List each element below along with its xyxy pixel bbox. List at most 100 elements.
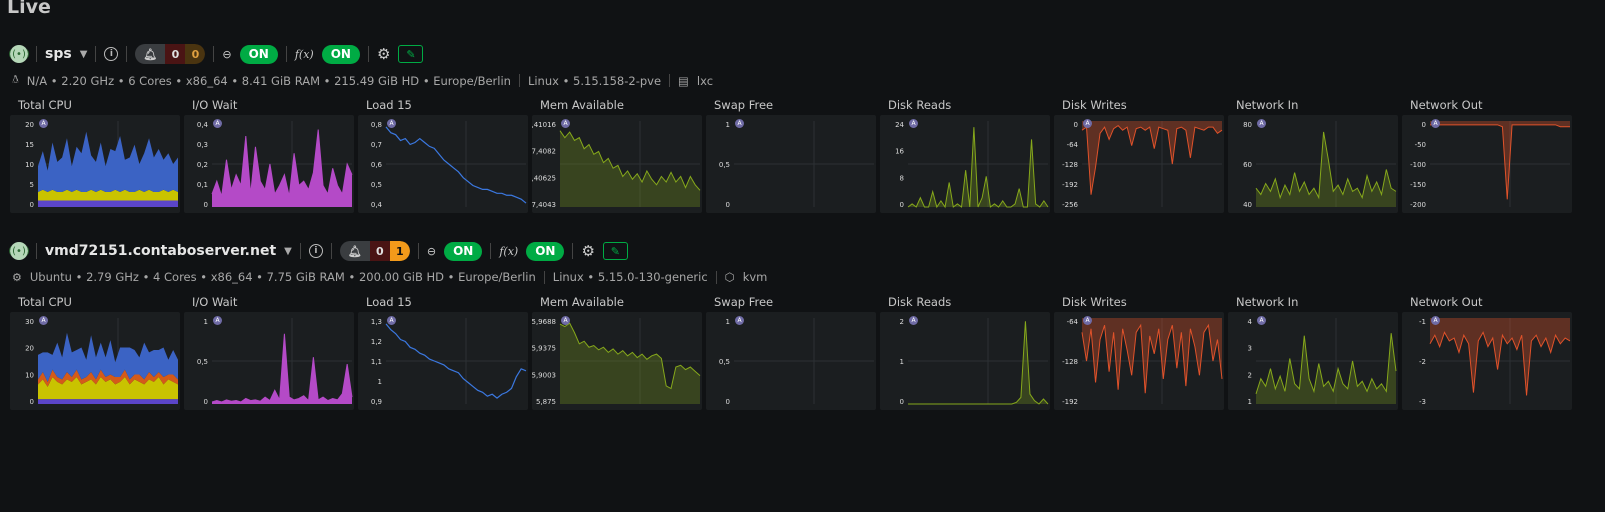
node-os: N/A • 2.20 GHz • 6 Cores • x86_64 • 8.41… [26, 73, 511, 88]
chart-panel[interactable]: 1,3 1,2 1,1 1 0,9 A [358, 312, 528, 410]
series-line [908, 321, 1049, 405]
edit-icon[interactable]: ✎ [602, 242, 628, 260]
chart-panel[interactable]: 2 1 0 A [880, 312, 1050, 410]
y-tick-label: 5 [30, 181, 34, 189]
node-name[interactable]: sps [45, 46, 72, 62]
anomaly-badge-icon[interactable]: A [561, 316, 570, 325]
y-tick-label: 0 [900, 201, 904, 209]
info-icon[interactable]: i [308, 244, 323, 258]
chart-panel[interactable]: 4 3 2 1 A [1228, 312, 1398, 410]
anomaly-badge-icon[interactable]: A [39, 119, 48, 128]
anomaly-badge-icon[interactable]: A [561, 119, 570, 128]
chart-svg: 10,50 [719, 318, 874, 406]
divider [490, 243, 492, 259]
chart-panel[interactable]: 24 16 8 0 A [880, 115, 1050, 213]
node-header: ((•)) sps ▼ i 🔔︎ 0 0 ⊖ ON f(x) ON ⚙ ✎ [8, 42, 424, 66]
anomaly-badge-icon[interactable]: A [909, 316, 918, 325]
chart-panel[interactable]: 0,4 0,3 0,2 0,1 0 A [184, 115, 354, 213]
chevron-down-icon[interactable]: ▼ [284, 245, 292, 257]
chart-panel[interactable]: 0 -64 -128 -192 -256 A [1054, 115, 1224, 213]
node-specs: 2.79 GHz • 4 Cores • x86_64 • 7.75 GiB R… [86, 270, 536, 284]
y-tick-label: 1 [726, 318, 730, 326]
node-virtualization: kvm [742, 270, 768, 284]
warning-alarm-count[interactable]: 1 [389, 241, 410, 261]
zoom-icon: ⊖ [426, 244, 437, 258]
critical-alarm-count[interactable]: 0 [165, 44, 186, 64]
anomaly-badge-icon[interactable]: A [735, 316, 744, 325]
chart-panel[interactable]: 30 20 10 0 A [10, 312, 180, 410]
anomaly-badge-icon[interactable]: A [387, 119, 396, 128]
y-tick-label: 3 [1248, 345, 1252, 353]
anomaly-badge-icon[interactable]: A [1083, 119, 1092, 128]
zoom-toggle[interactable]: ON [239, 44, 278, 64]
chart-panel[interactable]: 7,41016 7,4082 7,40625 7,4043 A [532, 115, 702, 213]
y-tick-label: -3 [1419, 398, 1426, 406]
y-tick-label: 15 [25, 141, 34, 149]
alarm-counter[interactable]: 🔔︎ 0 0 [135, 44, 206, 64]
y-tick-label: 1 [900, 358, 904, 366]
fx-toggle[interactable]: ON [526, 241, 565, 261]
anomaly-badge-icon[interactable]: A [213, 119, 222, 128]
chart-panel[interactable]: 5,9688 5,9375 5,9003 5,875 A [532, 312, 702, 410]
anomaly-badge-icon[interactable]: A [39, 316, 48, 325]
series-line [1081, 124, 1223, 195]
chart-title: Mem Available [540, 295, 624, 309]
chart-title: Network Out [1410, 98, 1483, 112]
y-tick-label: -2 [1419, 358, 1426, 366]
chart-panel[interactable]: 0 -50 -100 -150 -200 A [1402, 115, 1572, 213]
anomaly-badge-icon[interactable]: A [735, 119, 744, 128]
node-virtualization: lxc [696, 73, 714, 88]
critical-alarm-count[interactable]: 0 [369, 241, 390, 261]
chart-panel[interactable]: 1 0,5 0 A [184, 312, 354, 410]
y-tick-label: -192 [1062, 398, 1078, 406]
anomaly-badge-icon[interactable]: A [1257, 119, 1266, 128]
anomaly-badge-icon[interactable]: A [1431, 316, 1440, 325]
y-tick-label: 80 [1243, 121, 1252, 129]
anomaly-badge-icon[interactable]: A [1431, 119, 1440, 128]
chart-panel[interactable]: 1 0,5 0 A [706, 115, 876, 213]
divider [126, 46, 128, 62]
bell-icon: 🔔︎ [135, 44, 166, 64]
divider [299, 243, 301, 259]
node-os: Ubuntu • 2.79 GHz • 4 Cores • x86_64 • 7… [29, 270, 536, 284]
y-tick-label: 1 [204, 318, 208, 326]
gear-icon[interactable]: ⚙ [581, 242, 595, 260]
anomaly-badge-icon[interactable]: A [387, 316, 396, 325]
node-status-icon[interactable]: ((•)) [8, 45, 30, 63]
gear-icon[interactable]: ⚙ [376, 45, 391, 63]
series-line [211, 333, 353, 403]
series-area [38, 376, 178, 400]
anomaly-badge-icon[interactable]: A [1257, 316, 1266, 325]
chart-panel[interactable]: 1 0,5 0 A [706, 312, 876, 410]
divider [518, 74, 520, 87]
divider [572, 243, 574, 259]
info-icon[interactable]: i [104, 47, 119, 61]
y-tick-label: -64 [1067, 318, 1079, 326]
y-tick-label: -64 [1067, 141, 1079, 149]
alarm-counter[interactable]: 🔔︎ 0 1 [339, 241, 410, 261]
y-tick-label: 0 [900, 398, 904, 406]
anomaly-badge-icon[interactable]: A [909, 119, 918, 128]
chart-svg: 1,3 1,2 1,1 1 0,9 [371, 318, 527, 406]
y-tick-label: 0,1 [197, 181, 208, 189]
y-tick-label: 0,5 [719, 358, 730, 366]
node-status-icon[interactable]: ((•)) [8, 242, 30, 260]
y-tick-label: 0,2 [197, 161, 208, 169]
chart-panel[interactable]: 80 60 40 A [1228, 115, 1398, 213]
series-line [559, 130, 701, 191]
page-title: Live [7, 0, 51, 18]
chevron-down-icon[interactable]: ▼ [79, 48, 88, 60]
chart-panel[interactable]: 0,8 0,7 0,6 0,5 0,4 A [358, 115, 528, 213]
y-tick-label: 0 [30, 201, 34, 209]
anomaly-badge-icon[interactable]: A [213, 316, 222, 325]
zoom-toggle[interactable]: ON [444, 241, 483, 261]
node-name[interactable]: vmd72151.contaboserver.net [45, 243, 277, 259]
fx-toggle[interactable]: ON [321, 44, 360, 64]
y-tick-label: -128 [1062, 161, 1078, 169]
edit-icon[interactable]: ✎ [398, 45, 424, 63]
warning-alarm-count[interactable]: 0 [185, 44, 206, 64]
chart-panel[interactable]: -64 -128 -192 A [1054, 312, 1224, 410]
chart-panel[interactable]: 20 15 10 5 0 A [10, 115, 180, 213]
chart-panel[interactable]: -1 -2 -3 A [1402, 312, 1572, 410]
anomaly-badge-icon[interactable]: A [1083, 316, 1092, 325]
